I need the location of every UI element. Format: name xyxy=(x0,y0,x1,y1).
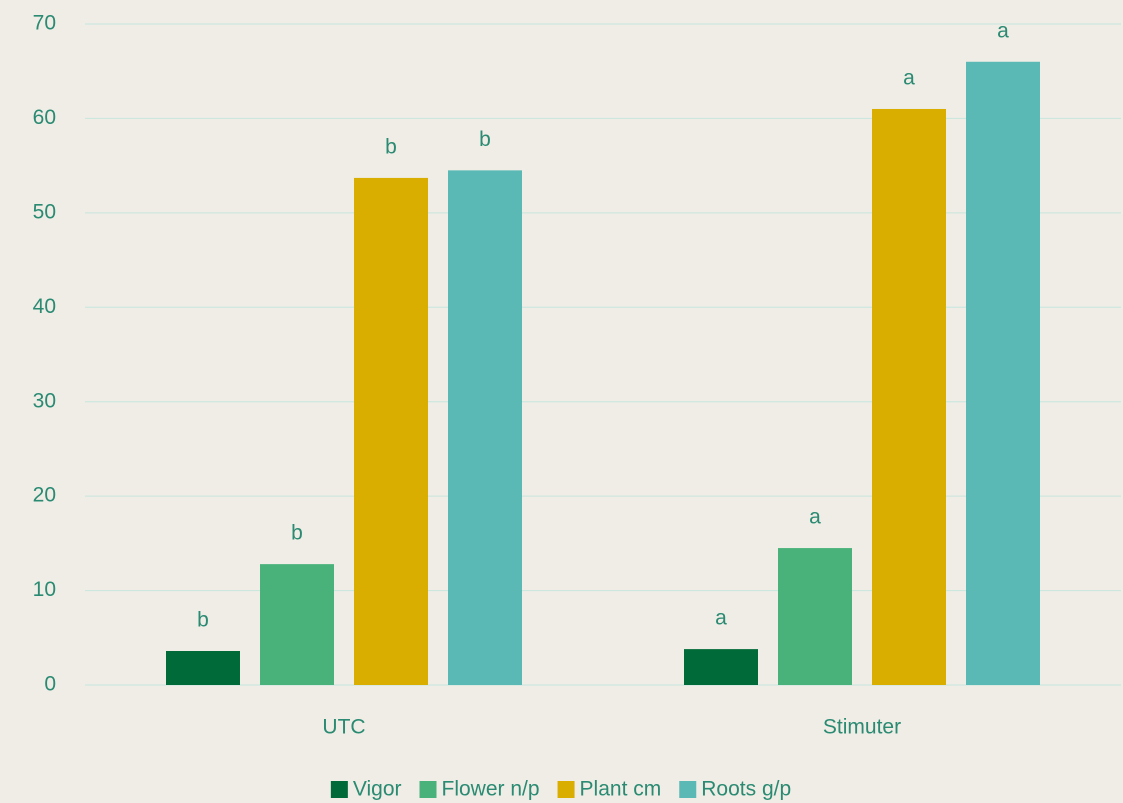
y-tick-label: 50 xyxy=(33,200,56,223)
bar xyxy=(966,61,1040,686)
significance-letter: a xyxy=(903,67,915,90)
legend-label: Flower n/p xyxy=(442,778,540,801)
bar xyxy=(778,548,852,685)
significance-letter: b xyxy=(197,609,209,632)
y-tick-label: 30 xyxy=(33,389,56,412)
y-tick-label: 60 xyxy=(33,106,56,129)
x-tick-label: Stimuter xyxy=(823,716,901,739)
bar xyxy=(448,170,522,686)
bar xyxy=(684,649,758,685)
legend-swatch xyxy=(557,781,575,798)
significance-letter: b xyxy=(479,128,491,151)
bar xyxy=(354,177,428,685)
significance-letter: b xyxy=(291,522,303,545)
significance-letter: a xyxy=(809,506,821,529)
legend-label: Vigor xyxy=(353,778,402,801)
significance-letter: a xyxy=(715,607,727,630)
legend-swatch xyxy=(330,781,348,798)
y-tick-label: 10 xyxy=(33,578,56,601)
y-tick-label: 0 xyxy=(44,673,56,696)
bar xyxy=(166,651,240,685)
y-tick-label: 20 xyxy=(33,484,56,507)
legend-label: Roots g/p xyxy=(701,778,791,801)
y-tick-label: 40 xyxy=(33,295,56,318)
significance-letter: b xyxy=(385,135,397,158)
y-tick-label: 70 xyxy=(33,12,56,35)
legend: Vigor Flower n/p Plant cm Roots g/p xyxy=(330,778,791,801)
legend-label: Plant cm xyxy=(580,778,662,801)
legend-swatch xyxy=(679,781,697,798)
x-tick-label: UTC xyxy=(322,716,365,739)
legend-swatch xyxy=(419,781,437,798)
significance-letter: a xyxy=(997,19,1009,42)
bar xyxy=(260,564,334,685)
bar xyxy=(872,108,946,685)
